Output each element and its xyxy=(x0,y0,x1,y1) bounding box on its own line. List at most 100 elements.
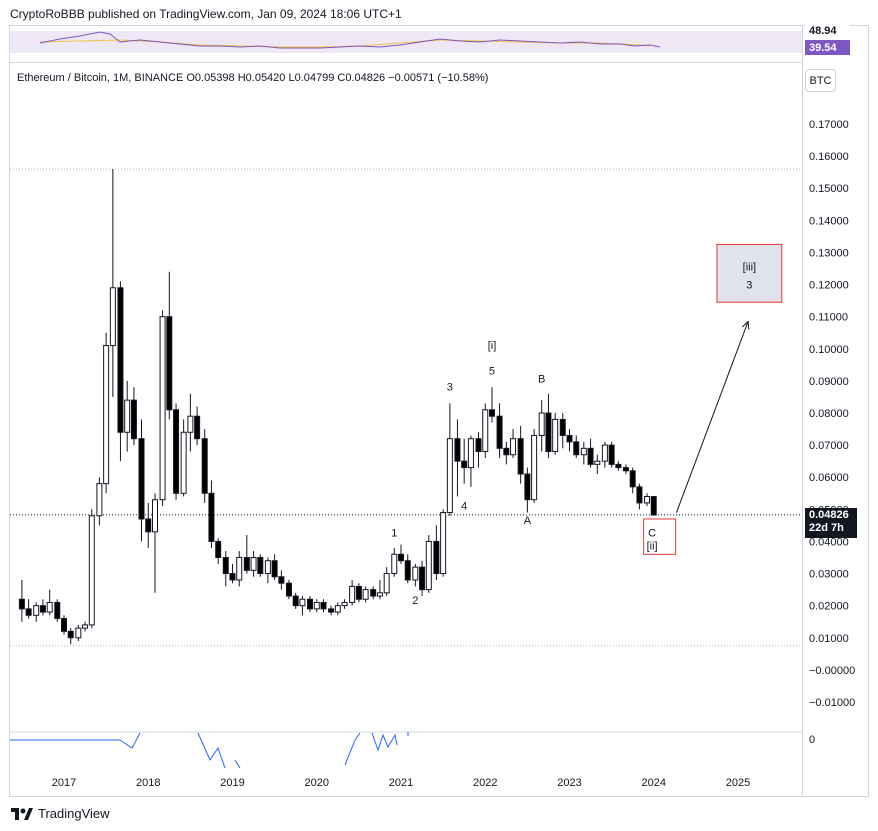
wave-label-box xyxy=(716,243,783,303)
y-tick-label: 0.12000 xyxy=(809,280,849,292)
candle-body xyxy=(278,576,285,584)
candle-body xyxy=(222,557,229,575)
candle xyxy=(285,579,292,600)
candle xyxy=(440,509,447,577)
y-tick-label: 0.02000 xyxy=(809,601,849,613)
candle xyxy=(278,570,285,590)
projection-arrow-line xyxy=(676,321,749,513)
y-tick-label: 0.07000 xyxy=(809,440,849,452)
candle xyxy=(355,583,362,603)
candle-body xyxy=(229,573,236,581)
candle xyxy=(412,563,419,587)
candle-body xyxy=(517,438,524,475)
rsi-pane xyxy=(10,26,802,63)
wave-label: B xyxy=(538,373,545,385)
candle xyxy=(96,477,103,526)
candle xyxy=(180,419,187,497)
candle-body xyxy=(398,553,404,562)
candle xyxy=(271,554,278,580)
candle xyxy=(201,429,208,503)
lower-axis-label: 0 xyxy=(809,734,815,746)
candle xyxy=(151,493,158,593)
candle-body xyxy=(145,518,152,533)
candle-body xyxy=(257,557,264,575)
candle xyxy=(573,435,580,458)
candle xyxy=(61,615,67,635)
candle-body xyxy=(67,630,74,639)
candle xyxy=(264,557,271,584)
candle-body xyxy=(341,601,348,607)
candle-body xyxy=(292,595,299,607)
candle-body xyxy=(75,627,82,639)
candle xyxy=(398,544,404,564)
candle xyxy=(376,579,383,600)
candle xyxy=(510,429,517,458)
candle-body xyxy=(440,512,447,575)
wave-label: C xyxy=(648,528,656,540)
candle xyxy=(650,495,657,516)
candle-body xyxy=(124,399,131,433)
candle xyxy=(320,599,327,613)
x-tick-label: 2020 xyxy=(305,777,329,789)
candle-body xyxy=(54,601,61,620)
candle-body xyxy=(194,415,201,440)
candle-body xyxy=(615,463,622,469)
candle-body xyxy=(173,409,180,494)
candle xyxy=(475,432,482,468)
candle xyxy=(580,441,587,465)
candle-body xyxy=(545,412,552,453)
y-tick-label: 0.14000 xyxy=(809,215,849,227)
candle xyxy=(307,596,314,613)
candle-body xyxy=(166,316,173,411)
candle-body xyxy=(404,560,411,581)
candle-body xyxy=(524,473,531,501)
lower-indicator-line xyxy=(371,732,398,752)
tradingview-logo[interactable]: TradingView xyxy=(11,806,110,821)
candle-body xyxy=(18,598,25,610)
candle-body xyxy=(82,624,89,629)
candle-body xyxy=(201,438,208,494)
candle xyxy=(559,413,566,449)
wave-label: 2 xyxy=(412,595,418,607)
candle xyxy=(622,464,629,475)
wave-label: 1 xyxy=(391,528,397,540)
candle-body xyxy=(587,447,594,465)
candle xyxy=(496,403,503,458)
rsi-line xyxy=(39,31,661,49)
candle xyxy=(524,467,531,513)
candle xyxy=(75,624,82,641)
candle-body xyxy=(467,438,474,469)
wave-box-label: 3 xyxy=(746,279,752,291)
candle xyxy=(250,551,257,577)
wave-label-box xyxy=(643,518,677,555)
candle-body xyxy=(433,540,440,575)
candle-body xyxy=(622,467,629,472)
candle-body xyxy=(566,434,573,443)
candle-body xyxy=(454,438,461,462)
candle xyxy=(328,605,335,616)
candle-body xyxy=(138,438,145,520)
y-tick-label: 0.13000 xyxy=(809,247,849,259)
candle xyxy=(552,413,559,455)
candle xyxy=(299,596,306,616)
candle-body xyxy=(208,492,215,542)
candle-body xyxy=(601,444,608,462)
candle xyxy=(243,535,250,574)
currency-button[interactable]: BTC xyxy=(805,69,836,92)
candle xyxy=(425,535,432,593)
candle xyxy=(370,586,377,600)
candle xyxy=(25,599,32,619)
x-tick-label: 2017 xyxy=(52,777,76,789)
candle-body xyxy=(370,589,377,597)
candle-body xyxy=(215,540,222,559)
lower-indicator-line xyxy=(197,732,226,769)
rsi-chart xyxy=(10,31,802,53)
candle-body xyxy=(334,605,341,613)
candle-body xyxy=(88,515,95,626)
candle-body xyxy=(39,605,46,613)
x-tick-label: 2024 xyxy=(642,777,666,789)
candle-body xyxy=(328,608,335,613)
candle xyxy=(467,435,474,487)
candle xyxy=(517,425,524,484)
